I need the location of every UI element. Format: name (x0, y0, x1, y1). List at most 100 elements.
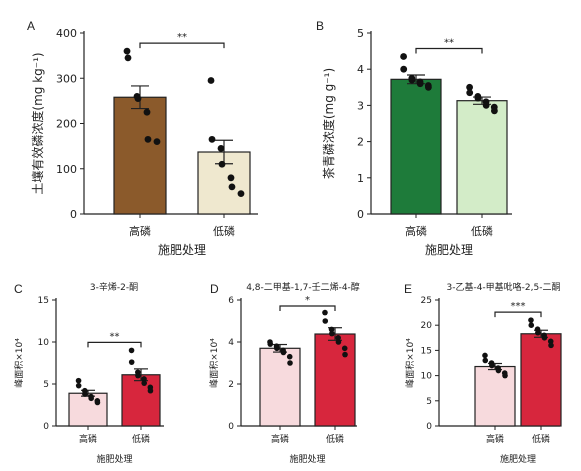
y-tick-label: 0 (357, 208, 364, 221)
y-axis-title: 茶青磷浓度(mg g⁻¹) (321, 68, 336, 179)
y-tick-label: 10 (38, 338, 50, 348)
significance-label: ** (444, 38, 454, 49)
data-point (267, 341, 274, 347)
data-point (280, 349, 287, 356)
significance-label: *** (511, 301, 526, 312)
data-point (329, 330, 335, 337)
data-point (141, 376, 147, 382)
chart-title: 3-辛烯-2-酮 (90, 281, 138, 293)
data-point (328, 326, 335, 333)
data-point (128, 347, 135, 354)
data-point (408, 76, 416, 84)
x-category-label: 低磷 (213, 225, 235, 238)
data-point (341, 345, 348, 352)
data-point (207, 77, 215, 84)
data-point (482, 352, 488, 359)
y-tick-label: 0 (426, 422, 432, 432)
significance-bracket (494, 311, 542, 318)
data-point (237, 190, 245, 198)
data-point (482, 357, 489, 364)
x-axis-title: 施肥处理 (158, 243, 206, 257)
data-point (82, 391, 88, 397)
x-category-label: 低磷 (532, 433, 550, 445)
data-point (400, 65, 408, 73)
data-point (489, 362, 495, 369)
data-point (466, 89, 474, 97)
data-point (535, 329, 541, 336)
data-point (141, 380, 147, 386)
panel-letter: E (404, 282, 412, 296)
y-tick-label: 100 (56, 163, 77, 176)
data-point (287, 360, 293, 366)
significance-bracket (415, 47, 483, 54)
data-point (144, 135, 152, 143)
y-tick-label: 0 (43, 422, 49, 432)
data-point (143, 108, 151, 116)
y-axis-title: 峰面积×10⁴ (404, 338, 416, 388)
y-tick-label: 20 (421, 321, 433, 331)
panel-letter: B (316, 19, 324, 33)
data-point (147, 387, 154, 394)
data-point (218, 160, 226, 168)
data-point (217, 144, 225, 152)
data-point (75, 382, 82, 389)
y-tick-label: 15 (421, 346, 432, 356)
data-point (128, 359, 135, 365)
y-axis-title: 峰面积×10⁴ (13, 338, 25, 388)
y-tick-label: 0 (228, 422, 234, 432)
x-category-label: 低磷 (326, 433, 344, 445)
bar-high-p (113, 96, 167, 215)
significance-label: * (305, 295, 310, 306)
significance-bracket (279, 305, 336, 311)
data-point (541, 335, 548, 341)
data-point (274, 345, 280, 352)
panel-letter: D (210, 282, 219, 296)
data-point (286, 353, 293, 360)
data-point (495, 367, 502, 374)
y-tick-label: 0 (70, 208, 77, 221)
y-tick-label: 4 (228, 338, 234, 348)
x-axis-title: 施肥处理 (500, 453, 536, 465)
data-point (322, 309, 328, 316)
panel-e: E 3-乙基-4-甲基吡咯-2,5-二酮 0 5 10 15 20 25 峰面积×10⁴ 高磷 低磷… (404, 281, 562, 465)
data-point (491, 107, 498, 115)
data-point (124, 54, 132, 62)
bar-low-p (121, 374, 161, 427)
panel-letter: C (14, 282, 23, 296)
data-point (208, 135, 216, 143)
data-point (400, 53, 407, 60)
data-point (416, 80, 424, 88)
y-tick-label: 2 (357, 136, 364, 149)
bar-low-p (456, 100, 508, 215)
data-point (528, 322, 535, 329)
data-point (548, 342, 554, 349)
y-tick-label: 200 (56, 118, 77, 131)
chart-title: 3-乙基-4-甲基吡咯-2,5-二酮 (446, 281, 560, 293)
y-tick-label: 10 (421, 372, 433, 382)
data-point (75, 377, 82, 384)
significance-bracket (139, 42, 225, 49)
y-tick-label: 4 (357, 63, 364, 76)
y-tick-label: 3 (357, 99, 364, 112)
data-point (135, 372, 141, 379)
x-category-label: 高磷 (486, 433, 504, 445)
y-tick-label: 1 (357, 172, 364, 185)
x-axis-title: 施肥处理 (96, 453, 132, 465)
data-point (134, 95, 142, 103)
data-point (322, 318, 329, 324)
data-point (94, 399, 101, 406)
x-category-label: 高磷 (271, 433, 289, 445)
x-category-label: 低磷 (471, 225, 493, 238)
data-point (425, 83, 432, 91)
y-axis-title: 土壤有效磷浓度(mg kg⁻¹) (30, 52, 45, 194)
data-point (335, 339, 342, 345)
data-point (335, 335, 341, 341)
bar-high-p (259, 347, 301, 427)
data-point (342, 351, 348, 358)
y-tick-label: 300 (56, 72, 77, 85)
x-category-label: 高磷 (405, 224, 427, 238)
y-tick-label: 25 (421, 296, 432, 306)
bar-high-p (68, 392, 108, 427)
